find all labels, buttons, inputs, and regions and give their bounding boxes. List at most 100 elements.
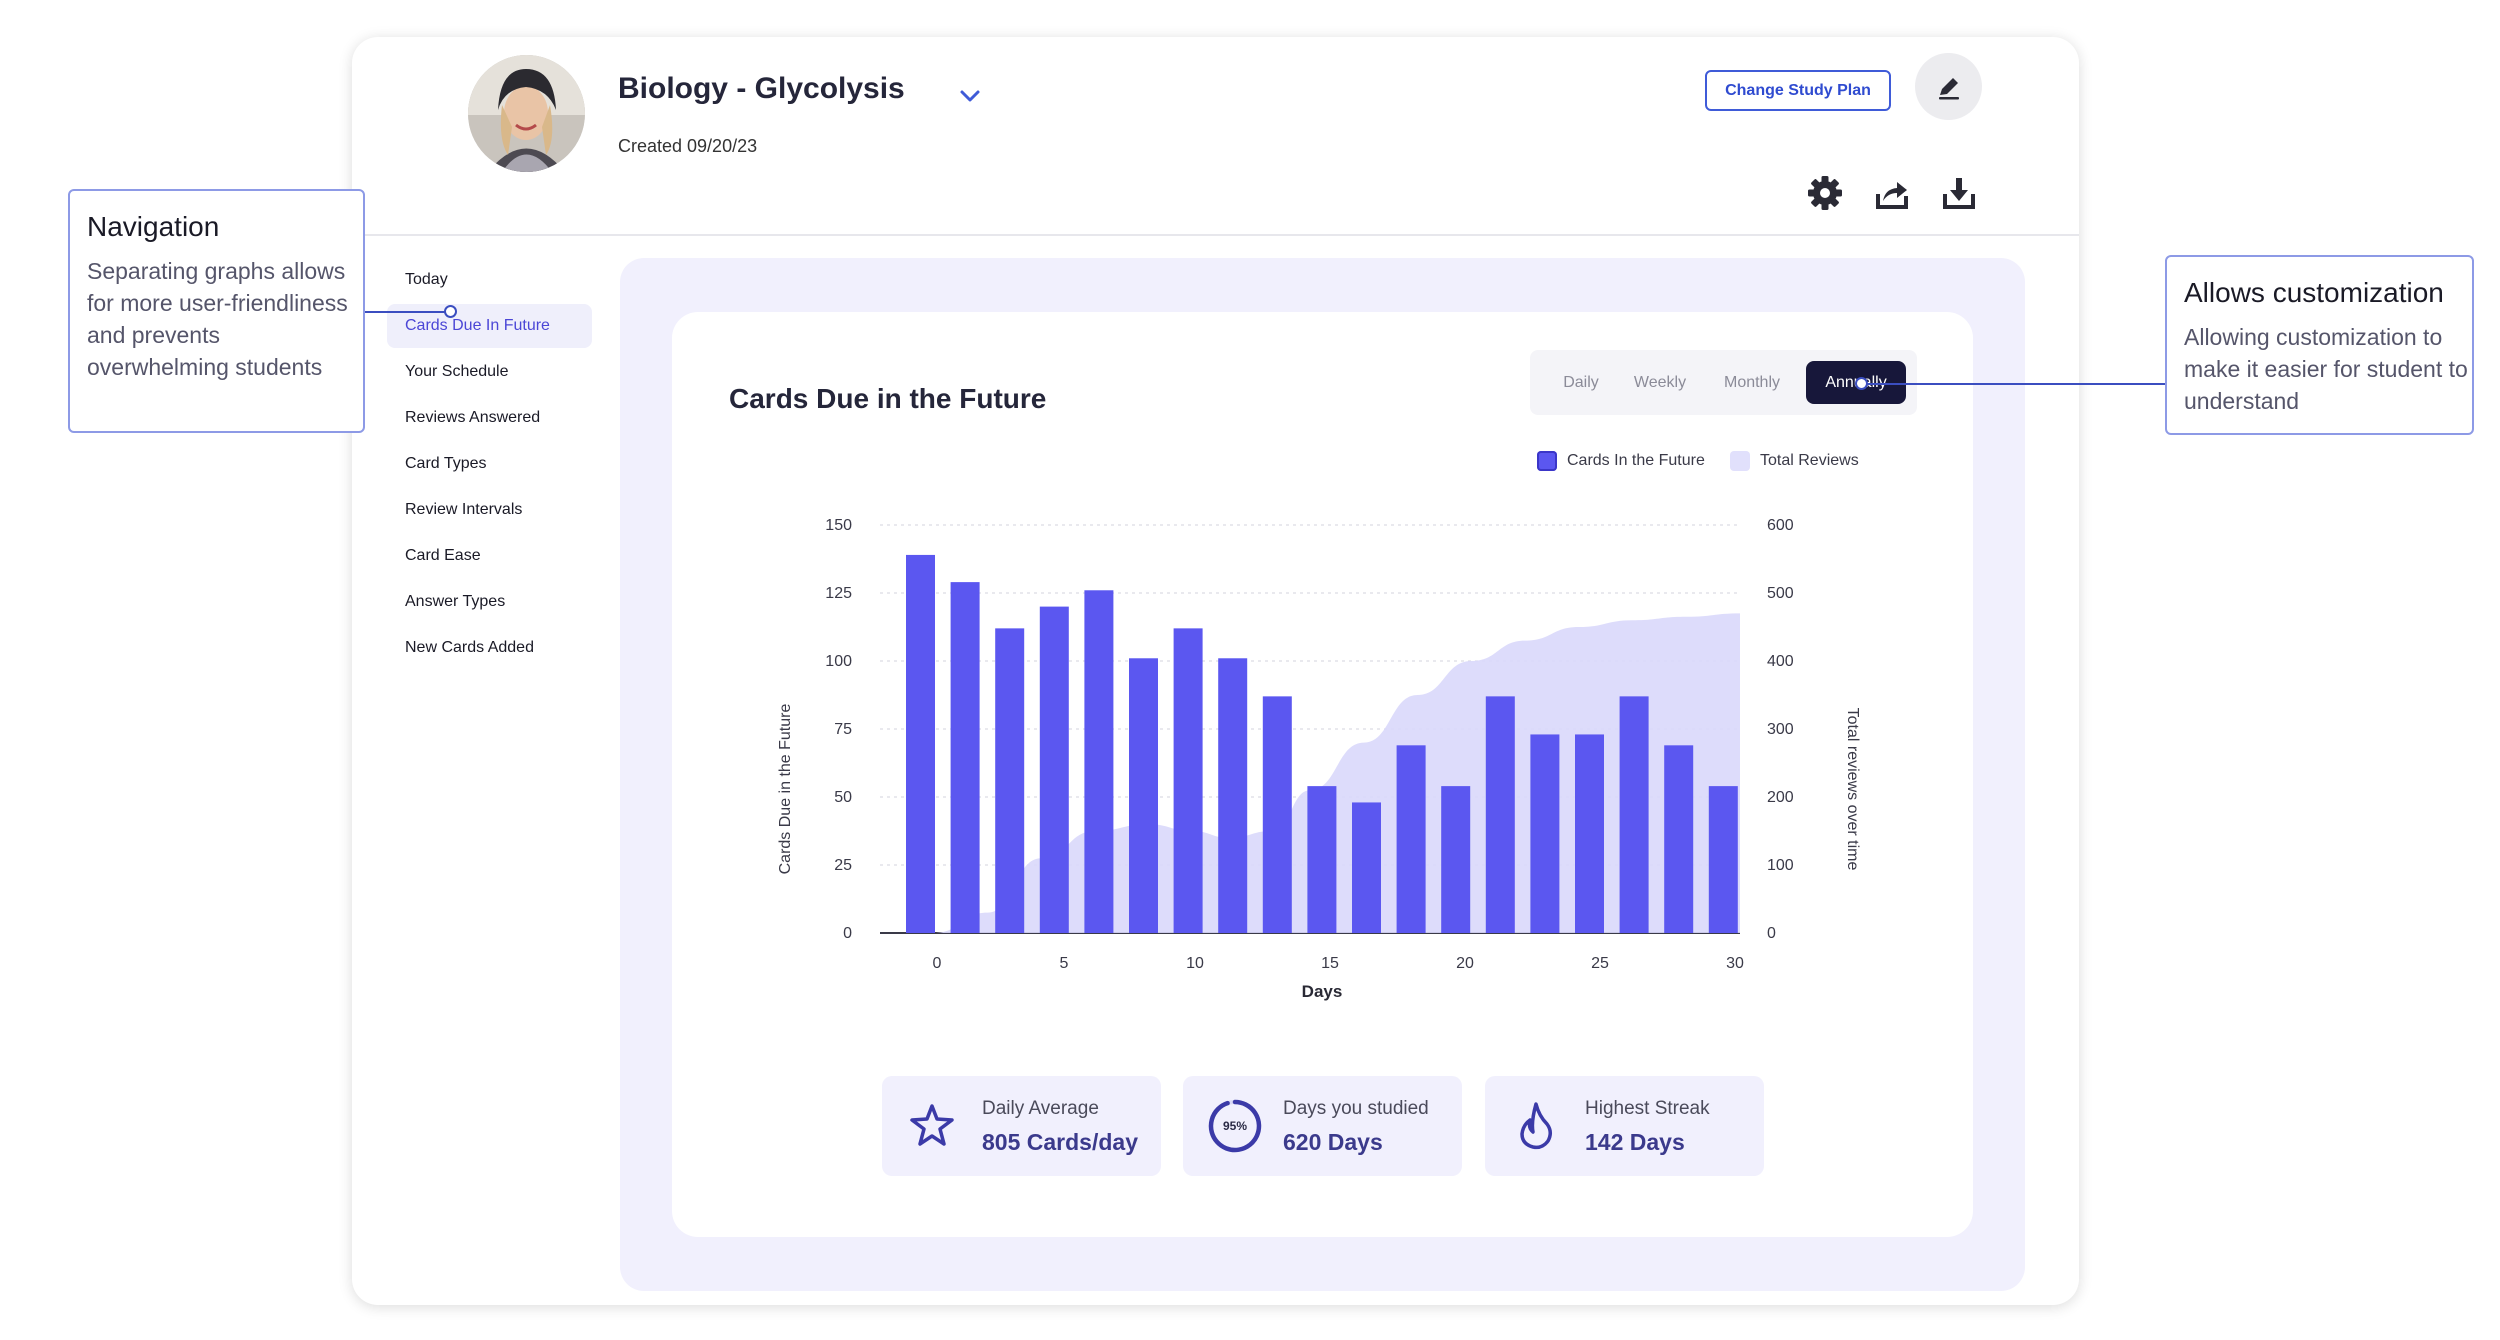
sidebar-item-label: Today	[405, 271, 448, 288]
sidebar-item-label: Review Intervals	[405, 501, 523, 518]
y2-tick-label: 300	[1767, 721, 1794, 738]
annotation-title: Navigation	[87, 211, 220, 242]
legend-total-reviews[interactable]: Total Reviews	[1730, 449, 1859, 473]
sidebar-item-label: Card Ease	[405, 547, 481, 564]
sidebar-item-label: Cards Due In Future	[405, 317, 550, 334]
y2-tick-label: 100	[1767, 857, 1794, 874]
range-option-monthly[interactable]: Monthly	[1723, 373, 1781, 391]
x-axis-label: Days	[1302, 982, 1343, 1001]
legend-label: Total Reviews	[1760, 452, 1859, 469]
sidebar-item-answer-types[interactable]: Answer Types	[387, 580, 592, 624]
share-icon[interactable]	[1873, 174, 1911, 212]
stat-value: 142 Days	[1585, 1129, 1685, 1155]
sidebar-item-label: Your Schedule	[405, 363, 509, 380]
stat-value: 805 Cards/day	[982, 1129, 1138, 1155]
legend-cards-in-future[interactable]: Cards In the Future	[1537, 449, 1705, 473]
stat-days-studied: 95% Days you studied 620 Days	[1183, 1076, 1462, 1176]
gear-icon[interactable]	[1806, 174, 1844, 212]
y-tick-label: 50	[834, 789, 852, 806]
sidebar-item-today[interactable]: Today	[387, 258, 592, 302]
annotation-navigation: Navigation Separating graphs allows for …	[68, 189, 365, 433]
legend-swatch	[1537, 451, 1557, 471]
y2-tick-label: 600	[1767, 517, 1794, 534]
stat-daily-average: Daily Average 805 Cards/day	[882, 1076, 1161, 1176]
y-tick-label: 100	[825, 653, 852, 670]
y2-axis-label: Total reviews over time	[1844, 708, 1861, 871]
stat-value: 620 Days	[1283, 1129, 1383, 1155]
bar	[995, 628, 1025, 933]
sidebar-item-new-cards-added[interactable]: New Cards Added	[387, 626, 592, 670]
sidebar-item-label: Answer Types	[405, 593, 506, 610]
y2-tick-label: 0	[1767, 925, 1776, 942]
cards-due-chart: 0 25 50 75 100 125 150 0 100 200 300 400 500 600 0 5 10 1…	[777, 517, 1861, 1001]
annotation-connector	[365, 311, 451, 313]
created-date: Created 09/20/23	[618, 136, 758, 156]
y2-tick-label: 500	[1767, 585, 1794, 602]
bar	[1575, 734, 1604, 933]
sidebar-item-label: Reviews Answered	[405, 409, 541, 426]
bar	[1039, 606, 1069, 933]
annotation-customization: Allows customization Allowing customizat…	[2165, 255, 2474, 435]
y2-tick-label: 400	[1767, 653, 1794, 670]
x-tick-label: 15	[1321, 955, 1339, 972]
bar	[1262, 696, 1292, 933]
bar	[1352, 802, 1381, 933]
bar	[950, 582, 980, 933]
stat-highest-streak: Highest Streak 142 Days	[1485, 1076, 1764, 1176]
download-icon[interactable]	[1940, 174, 1978, 212]
bar	[1396, 745, 1426, 933]
stat-label: Highest Streak	[1585, 1098, 1710, 1119]
sidebar-item-card-types[interactable]: Card Types	[387, 442, 592, 486]
bar	[1307, 786, 1337, 933]
change-study-plan-button[interactable]: Change Study Plan	[1705, 70, 1891, 111]
x-tick-label: 20	[1456, 955, 1474, 972]
annotation-body: Allowing customization to make it easier…	[2184, 324, 2468, 414]
edit-button[interactable]	[1915, 53, 1982, 120]
y-tick-label: 150	[825, 517, 852, 534]
sidebar-item-label: New Cards Added	[405, 639, 534, 656]
y-axis-label: Cards Due in the Future	[777, 704, 794, 875]
bar	[1530, 734, 1560, 933]
chevron-down-icon[interactable]	[955, 84, 985, 108]
annotation-connector	[1862, 383, 2165, 385]
y-tick-label: 25	[834, 857, 852, 874]
stat-label: Daily Average	[982, 1098, 1099, 1119]
deck-title: Biology - Glycolysis	[618, 72, 905, 105]
legend-swatch	[1730, 451, 1750, 471]
sidebar-item-review-intervals[interactable]: Review Intervals	[387, 488, 592, 532]
header-divider	[352, 234, 2079, 236]
sidebar-item-card-ease[interactable]: Card Ease	[387, 534, 592, 578]
stat-label: Days you studied	[1283, 1098, 1429, 1119]
x-tick-label: 0	[933, 955, 942, 972]
annotation-anchor-dot	[1855, 377, 1868, 390]
y-tick-label: 0	[843, 925, 852, 942]
progress-ring-icon: 95%	[1207, 1098, 1263, 1154]
bar	[1218, 658, 1248, 933]
bar	[1485, 696, 1515, 933]
x-tick-label: 25	[1591, 955, 1609, 972]
legend-label: Cards In the Future	[1567, 452, 1705, 469]
x-tick-label: 30	[1726, 955, 1744, 972]
y2-tick-label: 200	[1767, 789, 1794, 806]
range-option-weekly[interactable]: Weekly	[1633, 373, 1687, 391]
sidebar-item-your-schedule[interactable]: Your Schedule	[387, 350, 592, 394]
annotation-anchor-dot	[444, 305, 457, 318]
bar	[1664, 745, 1694, 933]
bar	[1173, 628, 1203, 933]
annotation-title: Allows customization	[2184, 277, 2444, 308]
bar	[1708, 786, 1738, 933]
bar	[906, 554, 935, 933]
annotation-body: Separating graphs allows for more user-f…	[87, 258, 348, 380]
bar	[1619, 696, 1649, 933]
chart-title: Cards Due in the Future	[729, 383, 1047, 414]
x-tick-label: 10	[1186, 955, 1204, 972]
x-tick-label: 5	[1060, 955, 1069, 972]
bar	[1084, 590, 1114, 933]
bar	[1441, 786, 1471, 933]
y-tick-label: 75	[834, 721, 852, 738]
avatar[interactable]	[468, 55, 585, 172]
sidebar-item-reviews-answered[interactable]: Reviews Answered	[387, 396, 592, 440]
bar	[1129, 658, 1158, 933]
range-option-daily[interactable]: Daily	[1563, 373, 1599, 391]
flame-icon	[1509, 1098, 1565, 1154]
